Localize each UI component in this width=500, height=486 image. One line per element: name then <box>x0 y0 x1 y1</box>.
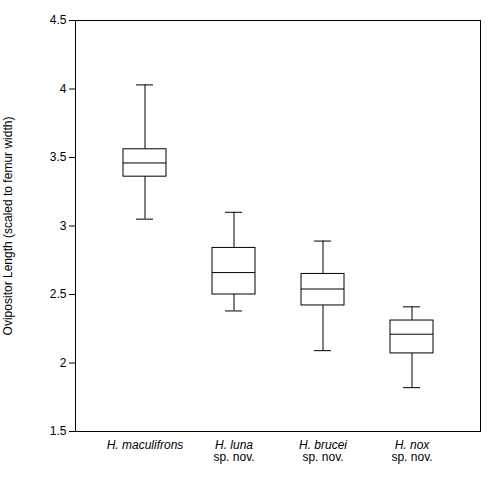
svg-text:2.5: 2.5 <box>50 287 67 301</box>
svg-text:3.5: 3.5 <box>50 150 67 164</box>
svg-text:H. noxsp. nov.: H. noxsp. nov. <box>391 438 432 464</box>
svg-text:3: 3 <box>60 219 67 233</box>
svg-text:1.5: 1.5 <box>50 424 67 438</box>
svg-text:4.5: 4.5 <box>50 13 67 27</box>
svg-text:2: 2 <box>60 356 67 370</box>
svg-text:4: 4 <box>60 82 67 96</box>
svg-text:H. maculifrons: H. maculifrons <box>107 438 184 452</box>
svg-text:H. bruceisp. nov.: H. bruceisp. nov. <box>299 438 347 464</box>
svg-text:H. lunasp. nov.: H. lunasp. nov. <box>213 438 254 464</box>
svg-text:Ovipositor Length (scaled to f: Ovipositor Length (scaled to femur width… <box>1 117 15 336</box>
